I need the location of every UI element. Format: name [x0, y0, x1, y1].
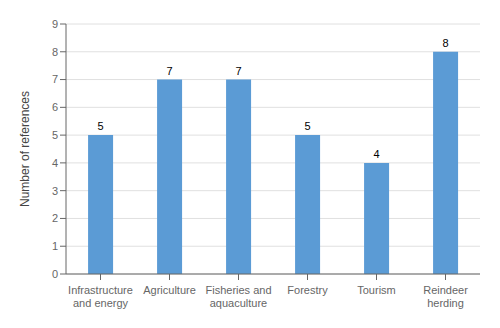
svg-text:0: 0 — [52, 268, 58, 280]
svg-text:9: 9 — [52, 18, 58, 30]
svg-text:4: 4 — [374, 148, 380, 160]
svg-text:7: 7 — [52, 73, 58, 85]
svg-text:Number of references: Number of references — [18, 91, 32, 207]
svg-text:Forestry: Forestry — [287, 284, 328, 296]
svg-text:2: 2 — [52, 212, 58, 224]
svg-text:8: 8 — [443, 37, 449, 49]
svg-text:6: 6 — [52, 101, 58, 113]
svg-text:4: 4 — [52, 157, 58, 169]
svg-text:5: 5 — [305, 120, 311, 132]
svg-text:8: 8 — [52, 46, 58, 58]
svg-text:Reindeerherding: Reindeerherding — [423, 284, 468, 309]
svg-text:5: 5 — [52, 129, 58, 141]
svg-text:3: 3 — [52, 185, 58, 197]
svg-text:1: 1 — [52, 240, 58, 252]
svg-text:Tourism: Tourism — [357, 284, 396, 296]
svg-text:7: 7 — [236, 65, 242, 77]
svg-text:Infrastructureand energy: Infrastructureand energy — [68, 284, 133, 309]
svg-text:7: 7 — [167, 65, 173, 77]
svg-text:5: 5 — [98, 120, 104, 132]
svg-text:Fisheries andaquaculture: Fisheries andaquaculture — [205, 284, 271, 309]
svg-text:Agriculture: Agriculture — [143, 284, 196, 296]
